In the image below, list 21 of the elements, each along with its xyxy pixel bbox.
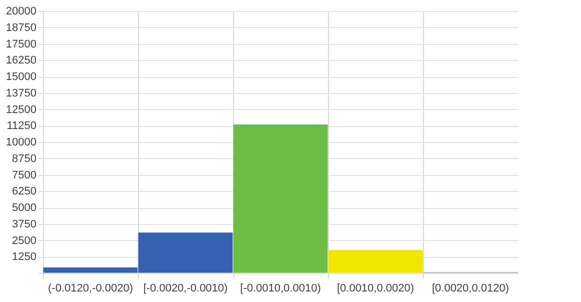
y-tick-label: 1250	[12, 251, 36, 264]
y-tick-label: 5000	[12, 202, 36, 214]
x-tick-label: [0.0020,0.0120)	[432, 282, 510, 294]
x-tick-label: [-0.0020,-0.0010)	[143, 282, 228, 294]
y-tick-label: 16250	[6, 54, 36, 67]
y-tick-label: 12500	[6, 104, 36, 116]
y-tick-label: 11250	[6, 120, 36, 132]
y-tick-label: 17500	[6, 38, 36, 50]
y-tick-label: 10000	[6, 136, 36, 148]
y-tick-label: 20000	[6, 6, 36, 18]
y-tick-label: 2500	[12, 234, 36, 247]
x-tick-label: [0.0010,0.0020)	[336, 282, 414, 294]
y-tick-label: 3750	[12, 218, 36, 230]
y-tick-label: 8750	[12, 152, 36, 165]
x-tick-label: (-0.0120,-0.0020)	[48, 282, 133, 294]
y-tick-label: 6250	[12, 186, 36, 198]
y-tick-label: 13750	[6, 87, 36, 100]
y-tick-label: 7500	[12, 169, 36, 182]
y-tick-label: 18750	[6, 22, 36, 34]
y-tick-label: 15000	[6, 71, 36, 83]
x-tick-label: [-0.0010,0.0010)	[240, 282, 321, 294]
